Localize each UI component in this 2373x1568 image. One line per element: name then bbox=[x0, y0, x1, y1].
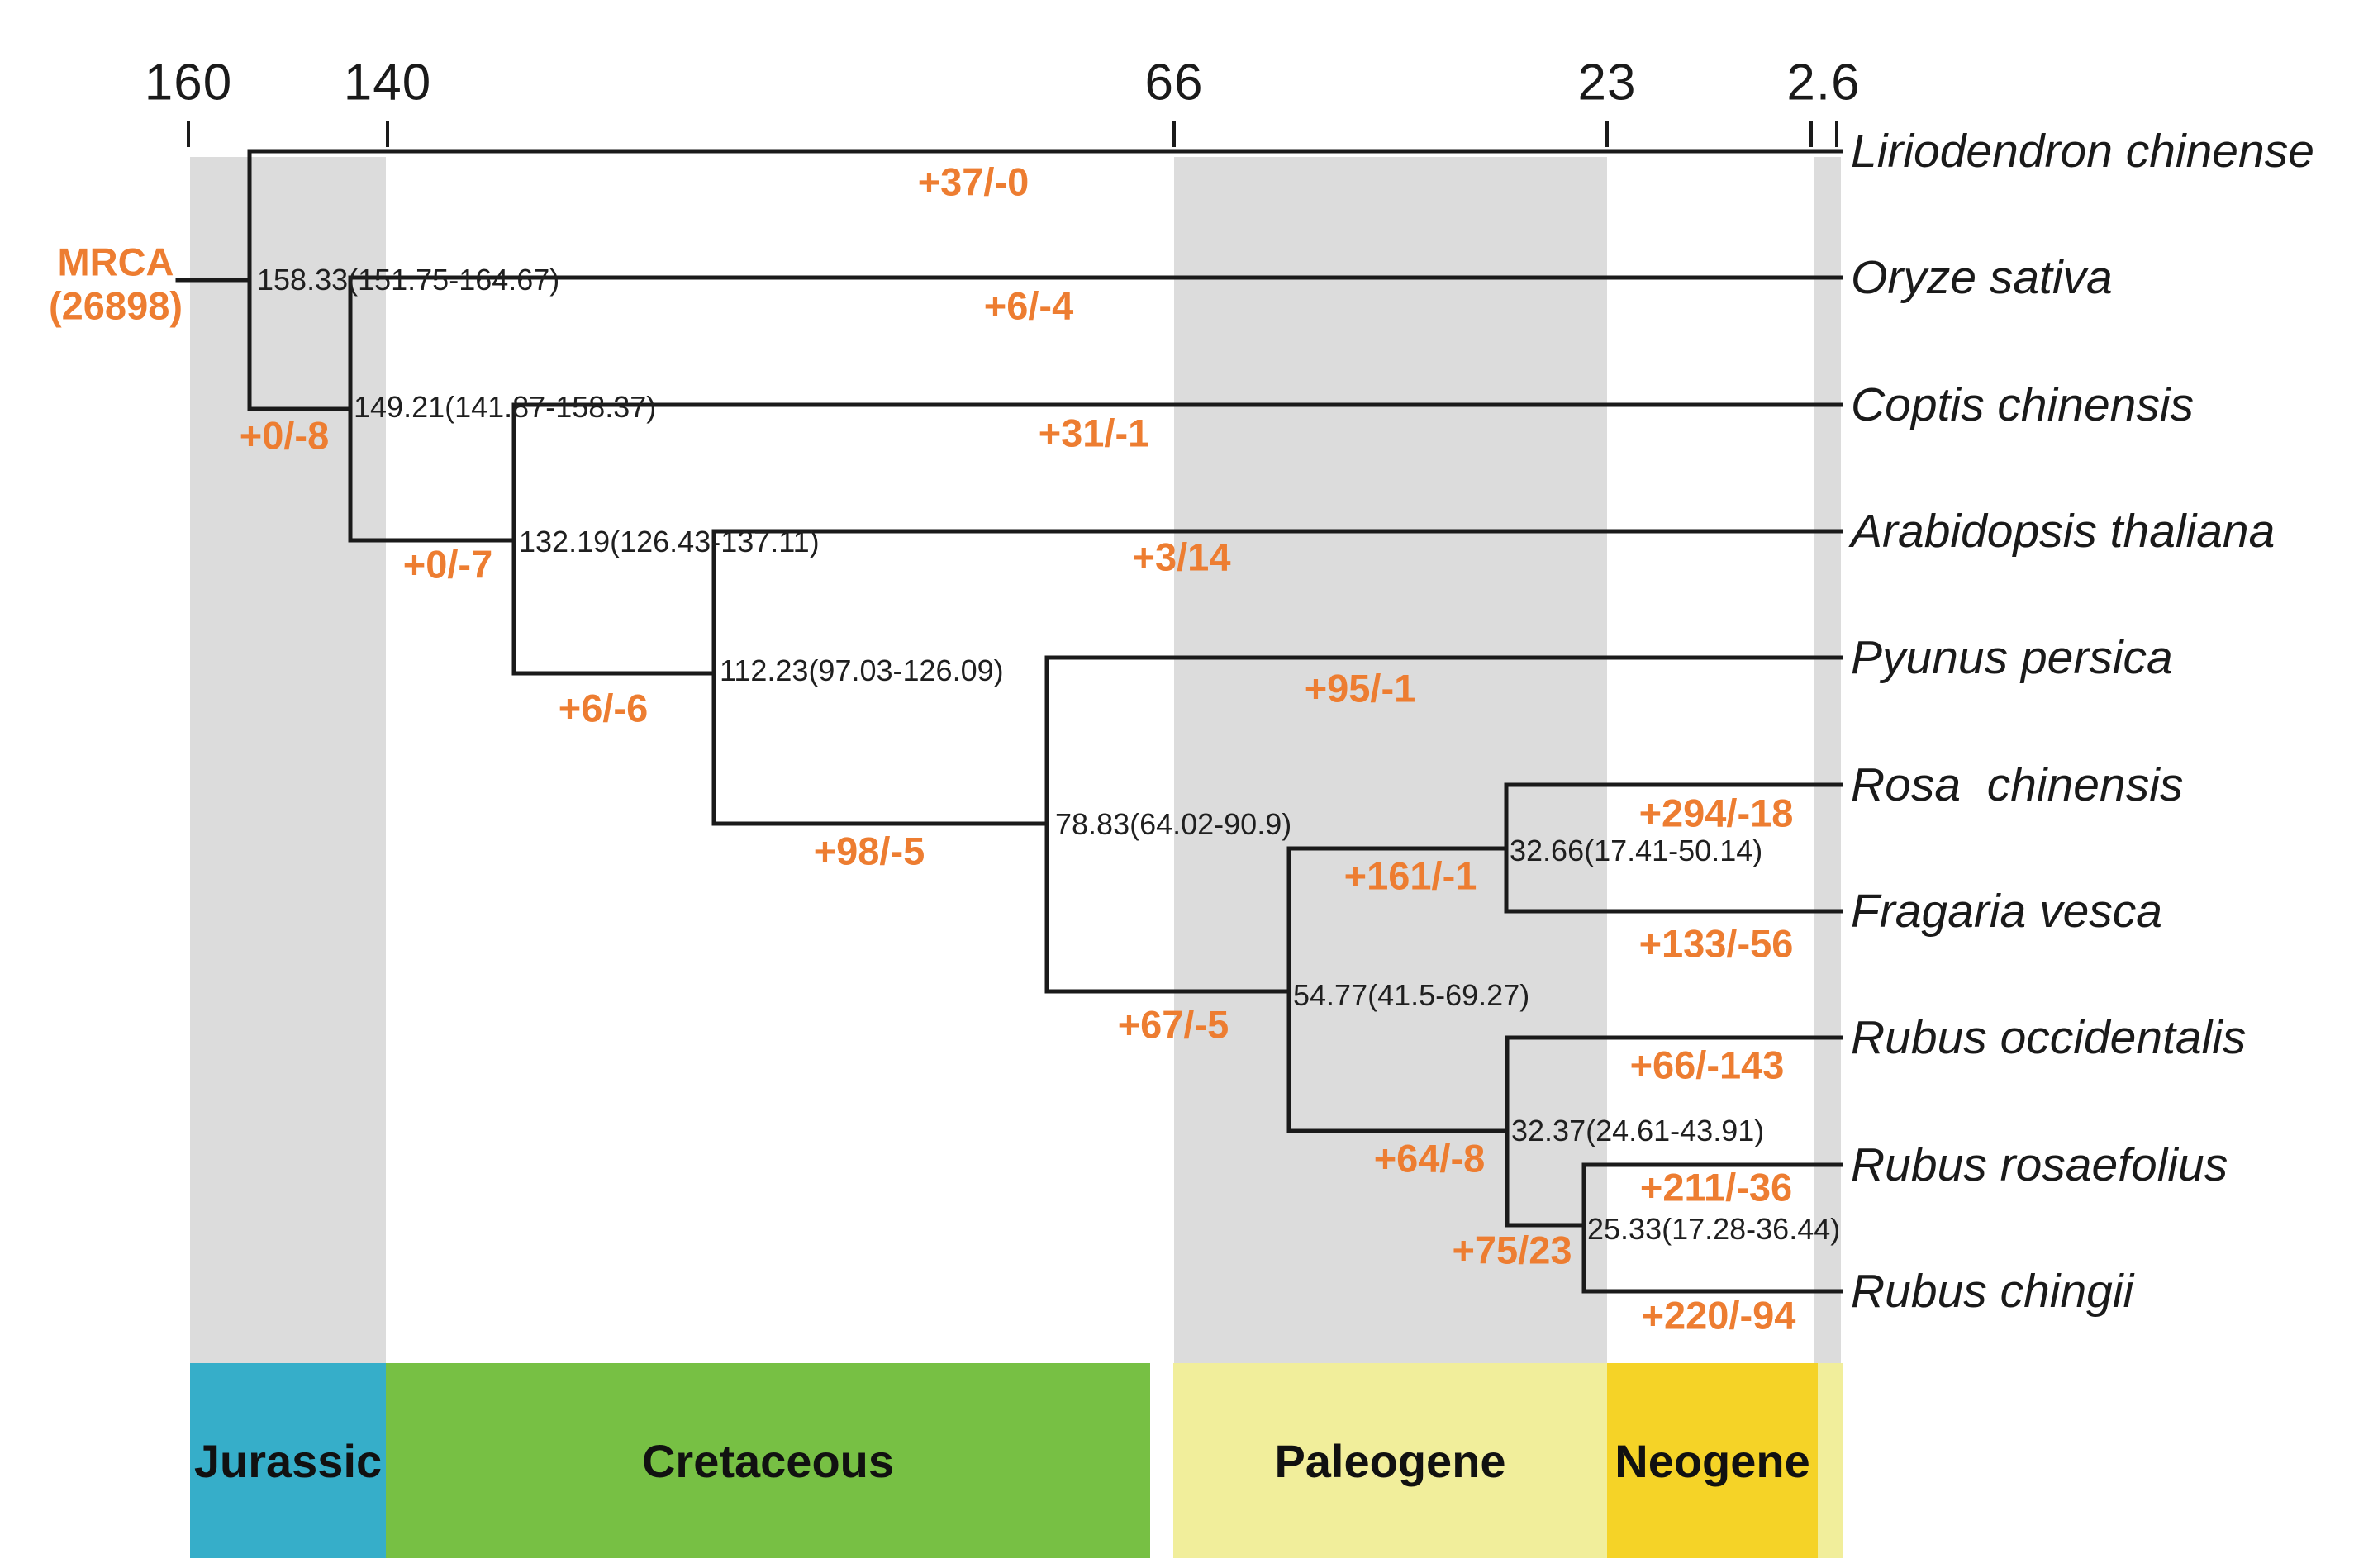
axis-tick-66: 66 bbox=[1144, 54, 1204, 112]
band-paleogene-gray bbox=[1174, 157, 1607, 1365]
gainloss-arabidopsis: +3/14 bbox=[1132, 535, 1231, 579]
species-rubus-occidentalis: Rubus occidentalis bbox=[1851, 1011, 2247, 1064]
band-jurassic-gray bbox=[190, 157, 386, 1365]
gainloss-rubus-chingii: +220/-94 bbox=[1641, 1293, 1796, 1338]
axis-tick-160: 160 bbox=[144, 54, 233, 112]
node-age-149: 149.21(141.87-158.37) bbox=[354, 390, 657, 424]
gainloss-node-54: +67/-5 bbox=[1117, 1002, 1229, 1047]
node-age-32-37: 32.37(24.61-43.91) bbox=[1511, 1114, 1765, 1147]
period-bar-paleogene: Paleogene bbox=[1173, 1363, 1607, 1558]
node-age-78: 78.83(64.02-90.9) bbox=[1055, 807, 1292, 841]
node-age-54: 54.77(41.5-69.27) bbox=[1293, 978, 1530, 1012]
node-age-112: 112.23(97.03-126.09) bbox=[720, 653, 1004, 687]
species-arabidopsis-thaliana: Arabidopsis thaliana bbox=[1851, 505, 2276, 558]
gainloss-rubus-occ: +66/-143 bbox=[1629, 1043, 1785, 1087]
gainloss-rosa: +294/-18 bbox=[1638, 791, 1794, 835]
gainloss-node-78: +98/-5 bbox=[813, 829, 925, 873]
node-age-root: 158.33(151.75-164.67) bbox=[257, 263, 560, 297]
period-label-paleogene: Paleogene bbox=[1274, 1434, 1506, 1487]
gainloss-pyunus: +95/-1 bbox=[1304, 666, 1416, 710]
mrca-label: MRCA (26898) bbox=[49, 240, 183, 327]
gainloss-fragaria: +133/-56 bbox=[1638, 921, 1794, 966]
species-coptis-chinensis: Coptis chinensis bbox=[1851, 378, 2195, 431]
period-bar-jurassic: Jurassic bbox=[190, 1363, 386, 1558]
mrca-name: MRCA bbox=[57, 240, 174, 284]
gainloss-oryze: +6/-4 bbox=[983, 283, 1074, 328]
period-label-jurassic: Jurassic bbox=[193, 1434, 383, 1487]
period-bar-quaternary-sliver bbox=[1818, 1363, 1843, 1558]
period-label-cretaceous: Cretaceous bbox=[641, 1434, 895, 1487]
species-fragaria-vesca: Fragaria vesca bbox=[1851, 885, 2162, 938]
gainloss-rubus-rosae: +211/-36 bbox=[1639, 1165, 1793, 1209]
period-label-neogene: Neogene bbox=[1614, 1434, 1810, 1487]
axis-tick-23: 23 bbox=[1577, 54, 1637, 112]
species-pyunus-persica: Pyunus persica bbox=[1851, 631, 2173, 684]
period-bar-neogene: Neogene bbox=[1607, 1363, 1818, 1558]
gainloss-node-25: +75/23 bbox=[1452, 1228, 1572, 1272]
gainloss-node-149: +0/-8 bbox=[239, 413, 330, 458]
mrca-count: (26898) bbox=[49, 283, 183, 327]
band-quaternary-gray bbox=[1814, 157, 1841, 1365]
species-oryze-sativa: Oryze sativa bbox=[1851, 251, 2113, 304]
axis-tick-140: 140 bbox=[343, 54, 432, 112]
species-rubus-chingii: Rubus chingii bbox=[1851, 1265, 2134, 1318]
axis-tick-2-6: 2.6 bbox=[1786, 54, 1861, 112]
axis-tick-marks bbox=[187, 121, 1838, 147]
node-age-32-66: 32.66(17.41-50.14) bbox=[1510, 834, 1763, 867]
gainloss-coptis: +31/-1 bbox=[1038, 411, 1150, 455]
species-liriodendron-chinense: Liriodendron chinense bbox=[1851, 125, 2314, 178]
node-age-132: 132.19(126.43-137.11) bbox=[519, 525, 820, 558]
gainloss-liriodendron: +37/-0 bbox=[917, 159, 1030, 204]
species-rubus-rosaefolius: Rubus rosaefolius bbox=[1851, 1138, 2228, 1191]
gainloss-node-132: +0/-7 bbox=[402, 542, 493, 587]
species-rosa-chinensis: Rosa chinensis bbox=[1851, 758, 2184, 811]
gainloss-node-32-37: +64/-8 bbox=[1373, 1136, 1486, 1181]
period-bar-cretaceous: Cretaceous bbox=[386, 1363, 1150, 1558]
gainloss-node-112: +6/-6 bbox=[558, 686, 649, 730]
node-age-25: 25.33(17.28-36.44) bbox=[1587, 1212, 1841, 1246]
gainloss-node-32-66: +161/-1 bbox=[1343, 853, 1477, 898]
